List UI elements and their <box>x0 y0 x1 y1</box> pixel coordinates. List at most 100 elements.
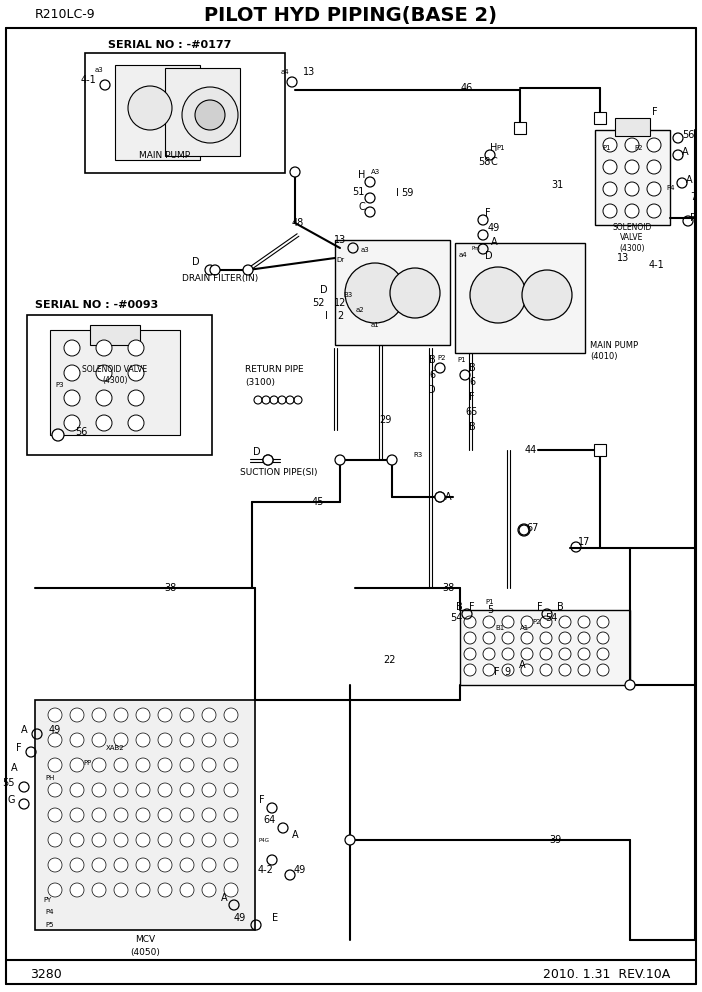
Text: H: H <box>357 170 365 180</box>
Text: B: B <box>557 602 564 612</box>
Circle shape <box>202 833 216 847</box>
Circle shape <box>519 525 529 535</box>
Circle shape <box>158 783 172 797</box>
Bar <box>90 325 140 345</box>
Text: 46: 46 <box>461 83 473 93</box>
Text: 54: 54 <box>545 613 557 623</box>
Circle shape <box>202 808 216 822</box>
Text: F: F <box>690 213 696 223</box>
Bar <box>35 700 255 930</box>
Text: D: D <box>253 447 261 457</box>
Circle shape <box>96 365 112 381</box>
Circle shape <box>70 833 84 847</box>
Circle shape <box>136 808 150 822</box>
Text: PH: PH <box>46 775 55 781</box>
Circle shape <box>521 616 533 628</box>
Text: (4050): (4050) <box>130 947 160 956</box>
Text: SOLENOID: SOLENOID <box>612 223 651 232</box>
Circle shape <box>559 664 571 676</box>
Text: D: D <box>485 251 493 261</box>
Text: E: E <box>272 913 278 923</box>
Circle shape <box>521 664 533 676</box>
Circle shape <box>96 340 112 356</box>
Text: A: A <box>221 893 228 903</box>
Text: P5: P5 <box>46 922 54 928</box>
Text: 4-1: 4-1 <box>80 75 96 85</box>
Bar <box>594 112 606 124</box>
Circle shape <box>647 138 661 152</box>
Circle shape <box>128 86 172 130</box>
Circle shape <box>180 783 194 797</box>
Circle shape <box>521 632 533 644</box>
Circle shape <box>158 858 172 872</box>
Circle shape <box>559 632 571 644</box>
Circle shape <box>202 883 216 897</box>
Circle shape <box>625 138 639 152</box>
Circle shape <box>559 648 571 660</box>
Text: a3: a3 <box>361 247 369 253</box>
Circle shape <box>224 833 238 847</box>
Text: PY: PY <box>44 897 52 903</box>
Text: 3280: 3280 <box>30 968 62 981</box>
Circle shape <box>180 808 194 822</box>
Circle shape <box>180 883 194 897</box>
Circle shape <box>92 858 106 872</box>
Text: F: F <box>652 107 658 117</box>
Text: 49: 49 <box>294 865 306 875</box>
Circle shape <box>578 616 590 628</box>
Text: G: G <box>8 795 15 805</box>
Circle shape <box>522 270 572 320</box>
Text: VALVE: VALVE <box>621 233 644 242</box>
Circle shape <box>483 664 495 676</box>
Circle shape <box>100 80 110 90</box>
Circle shape <box>502 664 514 676</box>
Circle shape <box>464 616 476 628</box>
Text: 4-2: 4-2 <box>257 865 273 875</box>
Text: P2: P2 <box>634 145 642 151</box>
Circle shape <box>224 733 238 747</box>
Circle shape <box>335 455 345 465</box>
Circle shape <box>647 160 661 174</box>
Text: SERIAL NO : -#0177: SERIAL NO : -#0177 <box>108 40 232 50</box>
Circle shape <box>224 758 238 772</box>
Circle shape <box>64 390 80 406</box>
Circle shape <box>64 415 80 431</box>
Text: B: B <box>469 363 475 373</box>
Circle shape <box>540 648 552 660</box>
Circle shape <box>502 632 514 644</box>
Text: PILOT HYD PIPING(BASE 2): PILOT HYD PIPING(BASE 2) <box>204 6 498 25</box>
Text: P1: P1 <box>602 145 611 151</box>
Circle shape <box>70 733 84 747</box>
Circle shape <box>202 758 216 772</box>
Circle shape <box>483 648 495 660</box>
Text: A: A <box>292 830 298 840</box>
Text: D: D <box>428 385 436 395</box>
Text: D: D <box>192 257 200 267</box>
Text: F: F <box>485 208 491 218</box>
Circle shape <box>48 783 62 797</box>
Text: A3: A3 <box>371 169 380 175</box>
Text: B: B <box>429 355 435 365</box>
Text: (4300): (4300) <box>102 376 128 385</box>
Text: 51: 51 <box>352 187 365 197</box>
Circle shape <box>290 167 300 177</box>
Circle shape <box>158 758 172 772</box>
Circle shape <box>435 492 445 502</box>
Circle shape <box>603 138 617 152</box>
Text: a2: a2 <box>356 307 364 313</box>
Text: B: B <box>469 422 475 432</box>
Text: 38: 38 <box>442 583 454 593</box>
Text: F: F <box>494 667 500 677</box>
Text: I: I <box>325 311 328 321</box>
Circle shape <box>70 858 84 872</box>
Bar <box>165 68 240 156</box>
Text: Dr: Dr <box>336 257 344 263</box>
Circle shape <box>647 204 661 218</box>
Text: 59: 59 <box>401 188 413 198</box>
Text: SERIAL NO : -#0093: SERIAL NO : -#0093 <box>35 300 158 310</box>
Text: A: A <box>491 237 497 247</box>
Text: 52: 52 <box>312 298 325 308</box>
Circle shape <box>96 415 112 431</box>
Text: F: F <box>469 602 475 612</box>
Bar <box>595 130 670 225</box>
